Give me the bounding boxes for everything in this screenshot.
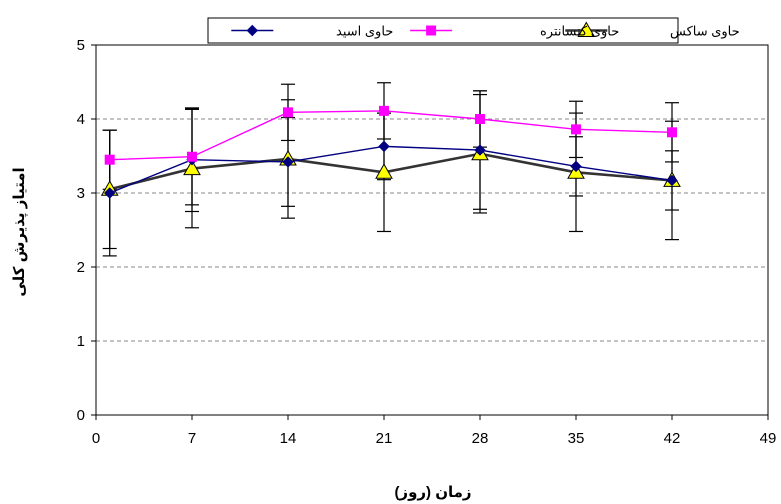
- x-tick-label: 0: [92, 430, 100, 447]
- legend-marker: [246, 24, 259, 37]
- data-point: [183, 159, 201, 176]
- data-point: [187, 151, 197, 162]
- axis-ticks: 0 1 2 3 4 5 0 7 14 21 28 35 42 49: [77, 37, 777, 447]
- legend-marker: [577, 21, 596, 37]
- data-point: [570, 160, 582, 173]
- data-point: [375, 163, 393, 179]
- data-point: [282, 156, 294, 168]
- data-point: [378, 140, 390, 153]
- x-tick-label: 28: [472, 430, 489, 447]
- y-tick-label: 4: [77, 111, 85, 128]
- y-tick-label: 0: [77, 407, 85, 424]
- legend-marker: [426, 25, 437, 36]
- x-axis-label: زمان (روز): [394, 484, 471, 501]
- data-point: [104, 187, 116, 199]
- y-tick-label: 2: [77, 259, 85, 276]
- gridlines: [96, 118, 768, 342]
- x-tick-label: 49: [760, 430, 777, 447]
- x-tick-label: 14: [280, 430, 297, 447]
- data-point: [379, 105, 389, 116]
- data-point: [667, 127, 677, 138]
- y-tick-label: 1: [77, 333, 85, 350]
- data-point: [571, 124, 581, 135]
- x-tick-label: 42: [664, 430, 681, 447]
- legend-label: حاوی کنسانتره: [540, 24, 619, 40]
- x-tick-label: 21: [376, 430, 393, 447]
- x-tick-label: 7: [188, 430, 196, 447]
- legend-label: حاوی اسید: [336, 24, 393, 40]
- y-axis-label: امتیاز پذیرش کلی: [11, 167, 29, 296]
- x-tick-label: 35: [568, 430, 585, 447]
- data-point: [475, 114, 485, 124]
- data-point: [104, 154, 115, 165]
- series: [100, 105, 681, 199]
- y-tick-label: 5: [77, 37, 85, 54]
- data-point: [666, 174, 678, 187]
- legend: حاوی ساکس حاوی کنسانتره حاوی اسید: [207, 17, 740, 44]
- y-tick-label: 3: [77, 185, 85, 202]
- plot-area: [95, 44, 769, 416]
- legend-label: حاوی ساکس: [670, 24, 740, 40]
- data-point: [283, 107, 293, 118]
- data-point: [474, 144, 486, 156]
